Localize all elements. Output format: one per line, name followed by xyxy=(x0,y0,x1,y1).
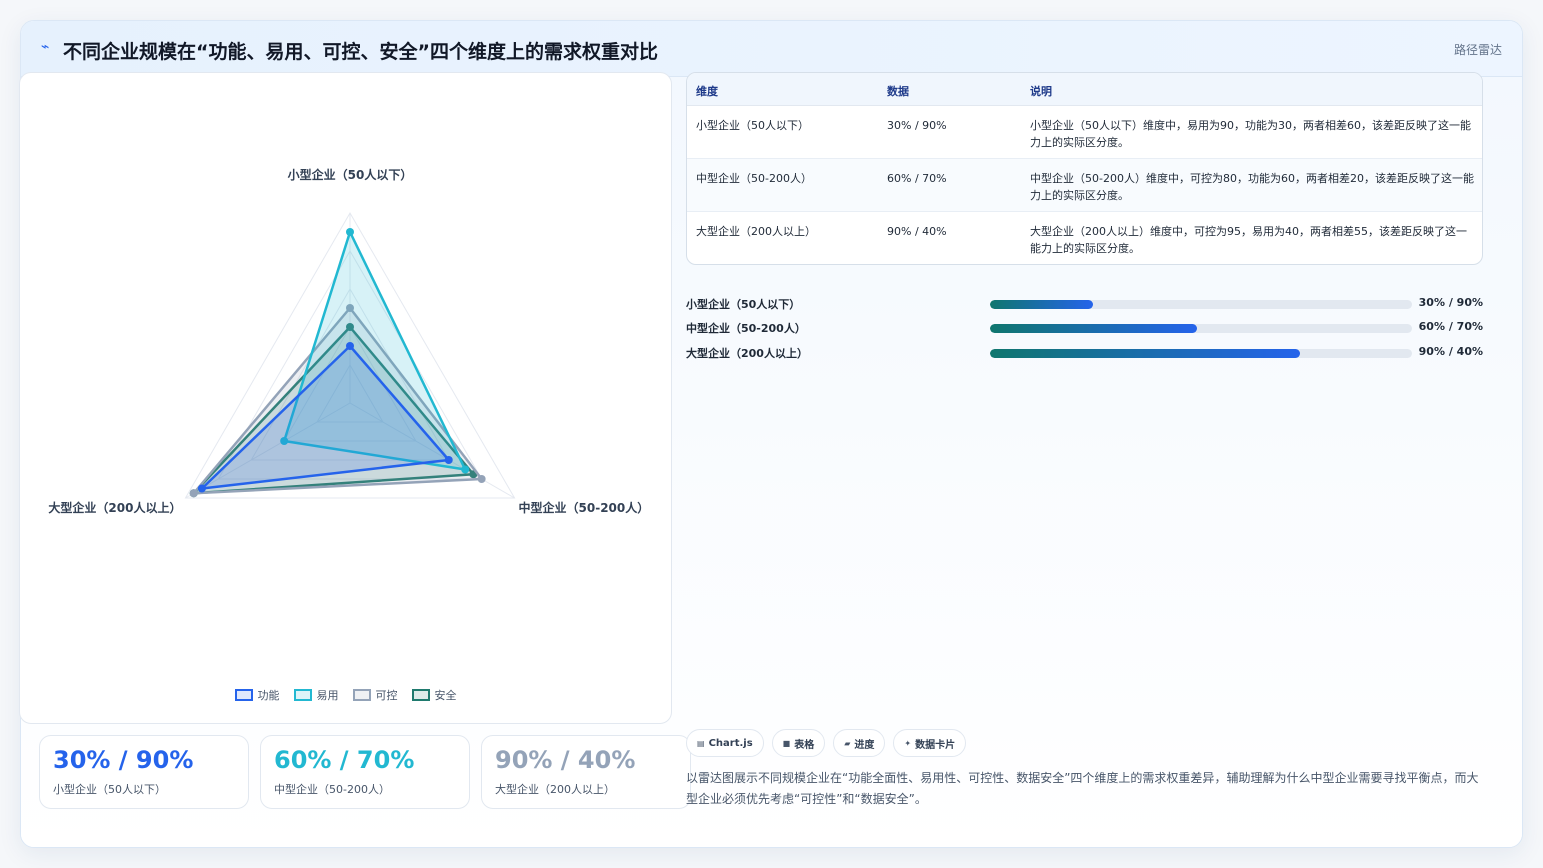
legend-item-功能[interactable]: 功能 xyxy=(234,687,280,703)
radar-point-功能 xyxy=(197,484,206,493)
chip-label: 进度 xyxy=(854,739,875,751)
radar-spoke xyxy=(185,402,351,499)
radar-chart: 小型企业（50人以下） 中型企业（50-200人） 大型企业（200人以上） xyxy=(48,167,650,515)
cell-dimension: 中型企业（50-200人） xyxy=(696,172,812,185)
tech-chips: ▤ Chart.js ■ 表格 ▰ 进度 ✦ 数据卡片 xyxy=(686,729,967,757)
cell-data: 60% / 70% xyxy=(887,172,947,185)
stat-card-medium: 60% / 70% 中型企业（50-200人） xyxy=(260,735,470,809)
cell-description: 小型企业（50人以下）维度中，易用为90，功能为30，两者相差60，该差距反映了… xyxy=(1030,119,1471,149)
legend-item-可控[interactable]: 可控 xyxy=(352,687,398,703)
legend-item-易用[interactable]: 易用 xyxy=(293,687,339,703)
stat-card-large: 90% / 40% 大型企业（200人以上） xyxy=(481,735,691,809)
stat-label: 中型企业（50-200人） xyxy=(274,783,390,796)
radar-chart-panel: 小型企业（50人以下） 中型企业（50-200人） 大型企业（200人以上） 功能 … xyxy=(19,72,672,724)
stat-value: 90% / 40% xyxy=(495,746,636,774)
radar-point-易用 xyxy=(280,437,289,445)
progress-track xyxy=(990,324,1412,333)
page-title: 不同企业规模在“功能、易用、可控、安全”四个维度上的需求权重对比 xyxy=(63,41,658,63)
column-header-data: 数据 xyxy=(887,85,909,98)
table-icon: ■ xyxy=(782,738,791,748)
radar-spoke xyxy=(349,402,515,499)
progress-fill xyxy=(990,324,1197,333)
stat-value: 30% / 90% xyxy=(53,746,194,774)
radar-series-易用 xyxy=(282,230,467,471)
progress-label: 小型企业（50人以下） xyxy=(686,298,801,311)
progress-track xyxy=(990,300,1412,309)
legend-swatch xyxy=(293,689,312,701)
radar-series-安全 xyxy=(192,325,475,495)
chart-legend: 功能 易用 可控 安全 xyxy=(20,687,671,703)
cell-dimension: 小型企业（50人以下） xyxy=(696,119,809,132)
progress-value: 90% / 40% xyxy=(1418,345,1483,358)
cell-description: 中型企业（50-200人）维度中，可控为80，功能为60，两者相差20，该差距反… xyxy=(1030,172,1474,202)
radar-point-可控 xyxy=(346,304,354,312)
legend-swatch xyxy=(411,689,430,701)
progress-fill xyxy=(990,300,1094,309)
card-icon: ✦ xyxy=(904,738,912,748)
radar-point-功能 xyxy=(346,342,354,350)
radar-point-易用 xyxy=(461,465,470,474)
legend-swatch xyxy=(352,689,371,701)
chip-progress[interactable]: ▰ 进度 xyxy=(833,729,886,757)
radar-point-可控 xyxy=(189,489,198,498)
cell-data: 30% / 90% xyxy=(887,119,947,132)
radar-axis-label: 大型企业（200人以上） xyxy=(48,500,181,515)
progress-label: 大型企业（200人以上） xyxy=(686,347,808,360)
progress-value: 60% / 70% xyxy=(1418,320,1483,333)
pulse-icon: ⌁ xyxy=(41,39,50,55)
chart-description: 以雷达图展示不同规模企业在“功能全面性、易用性、可控性、数据安全”四个维度上的需… xyxy=(686,771,1479,806)
chart-icon: ▤ xyxy=(697,738,705,748)
legend-item-安全[interactable]: 安全 xyxy=(411,687,457,703)
table-row: 中型企业（50-200人） 60% / 70% 中型企业（50-200人）维度中… xyxy=(687,159,1482,212)
progress-row-medium: 中型企业（50-200人） 60% / 70% xyxy=(686,318,1483,338)
cell-data: 90% / 40% xyxy=(887,225,947,238)
radar-series-功能 xyxy=(200,344,450,490)
cell-dimension: 大型企业（200人以上） xyxy=(696,225,816,238)
header-bar: ⌁ 不同企业规模在“功能、易用、可控、安全”四个维度上的需求权重对比 路径雷达 xyxy=(21,21,1522,77)
progress-track xyxy=(990,349,1412,358)
stat-card-small: 30% / 90% 小型企业（50人以下） xyxy=(39,735,249,809)
table-row: 大型企业（200人以上） 90% / 40% 大型企业（200人以上）维度中，可… xyxy=(687,212,1482,264)
radar-point-易用 xyxy=(346,228,354,236)
progress-value: 30% / 90% xyxy=(1418,296,1483,309)
stat-label: 小型企业（50人以下） xyxy=(53,783,166,796)
legend-label: 易用 xyxy=(316,689,339,702)
legend-label: 功能 xyxy=(257,689,280,702)
legend-label: 可控 xyxy=(375,689,398,702)
chip-label: 数据卡片 xyxy=(915,739,956,751)
data-table: 维度 数据 说明 小型企业（50人以下） 30% / 90% 小型企业（50人以… xyxy=(686,72,1483,265)
radar-grid-ring xyxy=(316,364,384,423)
radar-grid-ring xyxy=(250,288,450,461)
chart-type-tag: 路径雷达 xyxy=(1453,43,1502,57)
chip-label: 表格 xyxy=(794,739,815,751)
chip-chartjs[interactable]: ▤ Chart.js xyxy=(686,729,764,757)
table-row: 小型企业（50人以下） 30% / 90% 小型企业（50人以下）维度中，易用为… xyxy=(687,106,1482,159)
progress-label: 中型企业（50-200人） xyxy=(686,322,806,335)
radar-axis-label: 中型企业（50-200人） xyxy=(519,500,650,515)
cell-description: 大型企业（200人以上）维度中，可控为95，易用为40，两者相差55，该差距反映… xyxy=(1030,225,1467,255)
column-header-dimension: 维度 xyxy=(696,85,718,98)
radar-series-可控 xyxy=(192,306,483,495)
progress-fill xyxy=(990,349,1301,358)
radar-point-安全 xyxy=(346,323,354,331)
progress-row-large: 大型企业（200人以上） 90% / 40% xyxy=(686,343,1483,363)
column-header-description: 说明 xyxy=(1030,85,1052,98)
legend-swatch xyxy=(234,689,253,701)
table-header: 维度 数据 说明 xyxy=(687,73,1482,106)
progress-icon: ▰ xyxy=(844,738,851,748)
chip-data-card[interactable]: ✦ 数据卡片 xyxy=(893,729,967,757)
radar-grid-ring xyxy=(184,212,516,499)
radar-point-功能 xyxy=(444,456,453,464)
radar-axis-label: 小型企业（50人以下） xyxy=(288,167,413,182)
chip-label: Chart.js xyxy=(708,737,753,749)
legend-label: 安全 xyxy=(434,689,457,702)
progress-row-small: 小型企业（50人以下） 30% / 90% xyxy=(686,294,1483,314)
radar-point-可控 xyxy=(477,475,486,483)
chip-table[interactable]: ■ 表格 xyxy=(771,729,826,757)
stat-value: 60% / 70% xyxy=(274,746,415,774)
stat-label: 大型企业（200人以上） xyxy=(495,783,615,796)
